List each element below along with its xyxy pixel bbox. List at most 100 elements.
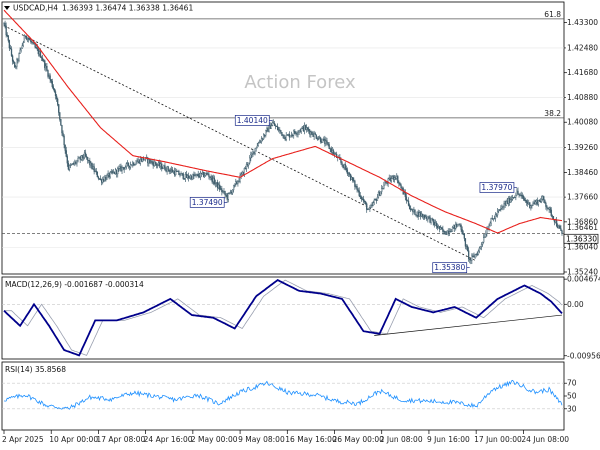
candle-body [486, 229, 488, 235]
candle-body [521, 194, 523, 197]
candle-body [152, 162, 154, 166]
candle-body [259, 141, 262, 143]
candle-body [102, 178, 104, 183]
candle-body [433, 221, 435, 226]
candle-body [60, 119, 62, 126]
candle-body [463, 234, 465, 239]
candle-body [246, 164, 249, 166]
candle-body [474, 254, 476, 258]
candle-body [503, 203, 505, 207]
candle-body [168, 169, 170, 172]
candle-body [88, 160, 90, 162]
candle-body [46, 66, 48, 71]
candle-body [18, 53, 20, 61]
candle-body [485, 233, 487, 238]
candle-body [300, 128, 302, 132]
candle-body [451, 227, 454, 232]
candle-body [116, 169, 118, 175]
candle-body [30, 39, 32, 43]
x-tick-label: 24 Jun 08:00 [521, 435, 569, 444]
candle-body [70, 164, 73, 166]
candle-body [354, 180, 356, 187]
candle-body [447, 230, 449, 234]
candle-body [352, 177, 354, 181]
candle-body [163, 165, 165, 169]
candle-body [105, 176, 107, 180]
candle-body [11, 55, 14, 62]
candle-body [231, 189, 234, 194]
candle-body [473, 255, 475, 258]
candle-body [219, 184, 221, 190]
candle-body [206, 173, 208, 175]
candle-body [260, 138, 263, 142]
candle-body [479, 246, 482, 249]
candle-body [309, 130, 311, 135]
candle-body [510, 198, 513, 200]
candle-body [324, 139, 326, 145]
y-tick-label: 1.40880 [567, 93, 598, 102]
price-callout-label: 1.35380 [434, 263, 465, 272]
candle-body [529, 202, 531, 209]
candle-body [136, 161, 138, 164]
candle-body [107, 173, 109, 176]
candle-body [242, 171, 244, 175]
candle-body [103, 178, 105, 181]
candle-body [125, 163, 127, 168]
candle-body [91, 162, 93, 170]
candle-body [198, 175, 200, 178]
candle-body [483, 237, 485, 243]
price-callout-label: 1.37970 [481, 183, 512, 192]
candle-body [19, 49, 21, 54]
candle-body [353, 180, 355, 182]
candle-body [378, 192, 381, 196]
candle-body [55, 95, 58, 100]
candle-body [467, 250, 470, 259]
candle-body [317, 138, 320, 140]
candle-body [559, 225, 561, 229]
candle-body [95, 170, 97, 173]
candle-body [34, 44, 36, 48]
current-price-label: 1.36330 [566, 234, 597, 243]
candle-body [81, 155, 83, 159]
candle-body [384, 181, 386, 186]
macd-title: MACD(12,26,9) -0.001687 -0.000314 [5, 280, 144, 289]
candle-body [255, 147, 257, 149]
candle-body [543, 196, 545, 201]
candle-body [36, 47, 38, 50]
candle-body [302, 126, 305, 132]
candle-body [484, 236, 486, 238]
candle-body [150, 160, 152, 163]
candle-body [395, 177, 397, 179]
candle-body [228, 192, 230, 194]
candle-body [461, 229, 463, 235]
candle-body [275, 125, 278, 127]
candle-body [472, 255, 474, 257]
candle-body [80, 155, 82, 160]
candle-body [533, 202, 535, 205]
candle-body [318, 137, 321, 139]
candle-body [90, 162, 92, 166]
candle-body [257, 142, 259, 147]
candle-body [470, 259, 472, 261]
candle-body [186, 175, 189, 178]
candle-body [408, 205, 411, 210]
candle-body [177, 170, 179, 172]
candle-body [560, 228, 562, 231]
candle-body [53, 88, 56, 92]
candle-body [492, 218, 494, 220]
main-grid [2, 47, 564, 248]
candle-body [282, 134, 284, 136]
candle-body [376, 196, 379, 201]
candle-body [222, 191, 224, 193]
candle-body [454, 224, 456, 229]
candle-body [58, 104, 60, 113]
candle-body [420, 213, 423, 217]
candle-body [361, 198, 364, 200]
collapse-triangle-icon[interactable] [4, 6, 10, 10]
candle-body [5, 25, 7, 36]
candle-body [496, 211, 499, 216]
y-tick-label: 1.41680 [567, 68, 598, 77]
candle-body [386, 182, 388, 184]
candle-body [123, 167, 125, 170]
